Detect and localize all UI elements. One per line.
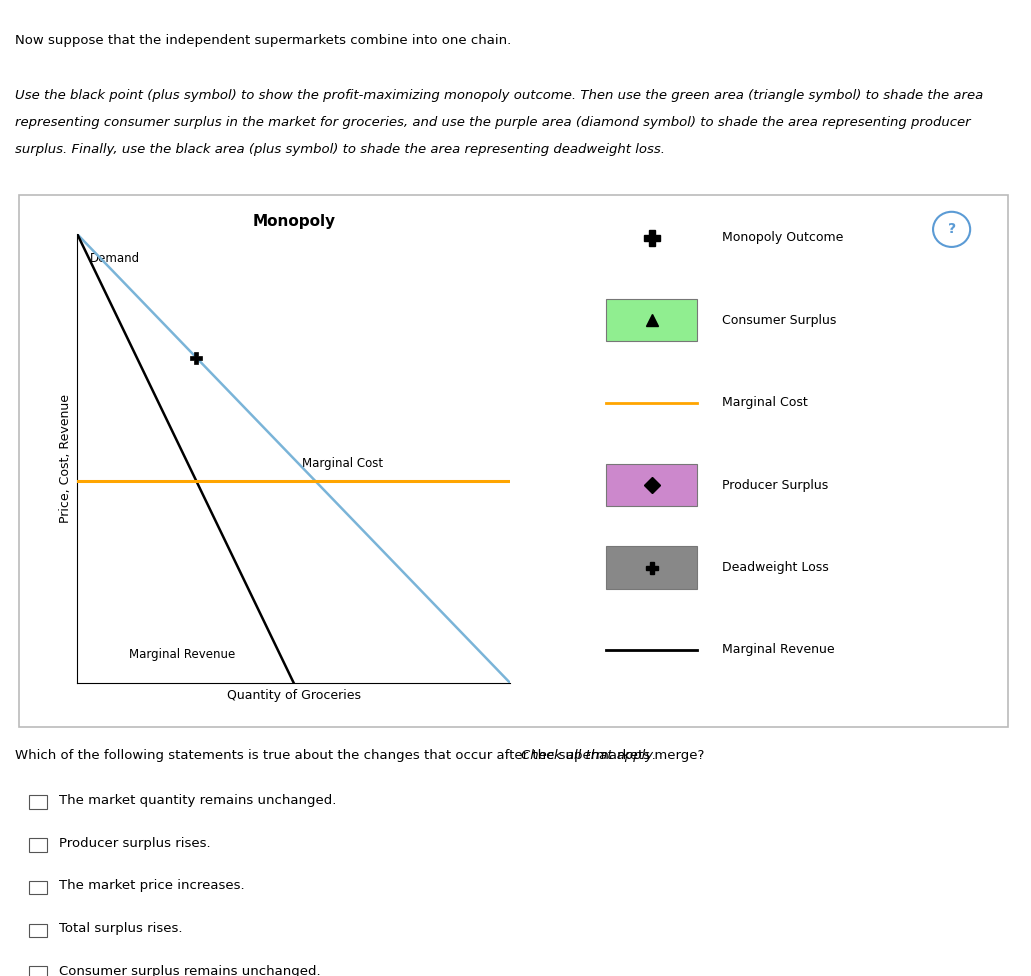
Text: Marginal Cost: Marginal Cost: [722, 396, 807, 409]
Y-axis label: Price, Cost, Revenue: Price, Cost, Revenue: [59, 394, 72, 523]
Text: Use the black point (plus symbol) to show the profit-maximizing monopoly outcome: Use the black point (plus symbol) to sho…: [15, 89, 984, 102]
Text: Marginal Cost: Marginal Cost: [302, 457, 384, 469]
Text: Monopoly Outcome: Monopoly Outcome: [722, 231, 843, 244]
Text: Demand: Demand: [91, 252, 140, 265]
Text: Now suppose that the independent supermarkets combine into one chain.: Now suppose that the independent superma…: [15, 34, 511, 47]
Bar: [29, 923, 47, 937]
Text: Check all that apply.: Check all that apply.: [521, 750, 656, 762]
Text: Marginal Revenue: Marginal Revenue: [722, 643, 834, 657]
Bar: [29, 966, 47, 976]
X-axis label: Quantity of Groceries: Quantity of Groceries: [227, 689, 361, 702]
Text: The market quantity remains unchanged.: The market quantity remains unchanged.: [59, 793, 336, 807]
Text: Which of the following statements is true about the changes that occur after the: Which of the following statements is tru…: [15, 750, 709, 762]
Text: Consumer surplus remains unchanged.: Consumer surplus remains unchanged.: [59, 964, 321, 976]
Text: The market price increases.: The market price increases.: [59, 879, 244, 892]
Text: representing consumer surplus in the market for groceries, and use the purple ar: representing consumer surplus in the mar…: [15, 116, 971, 129]
Text: Producer surplus rises.: Producer surplus rises.: [59, 836, 210, 849]
Bar: [606, 547, 697, 589]
Title: Monopoly: Monopoly: [253, 214, 335, 229]
Bar: [29, 795, 47, 809]
Text: Deadweight Loss: Deadweight Loss: [722, 561, 829, 574]
Bar: [606, 464, 697, 507]
Text: Consumer Surplus: Consumer Surplus: [722, 313, 836, 327]
Text: ?: ?: [947, 223, 956, 236]
Bar: [29, 838, 47, 851]
Text: Total surplus rises.: Total surplus rises.: [59, 922, 182, 935]
Bar: [29, 880, 47, 894]
Bar: [606, 299, 697, 342]
FancyBboxPatch shape: [19, 195, 1008, 727]
Text: Marginal Revenue: Marginal Revenue: [129, 648, 235, 661]
Text: surplus. Finally, use the black area (plus symbol) to shade the area representin: surplus. Finally, use the black area (pl…: [15, 143, 665, 156]
Text: Producer Surplus: Producer Surplus: [722, 478, 828, 492]
Circle shape: [933, 212, 970, 247]
